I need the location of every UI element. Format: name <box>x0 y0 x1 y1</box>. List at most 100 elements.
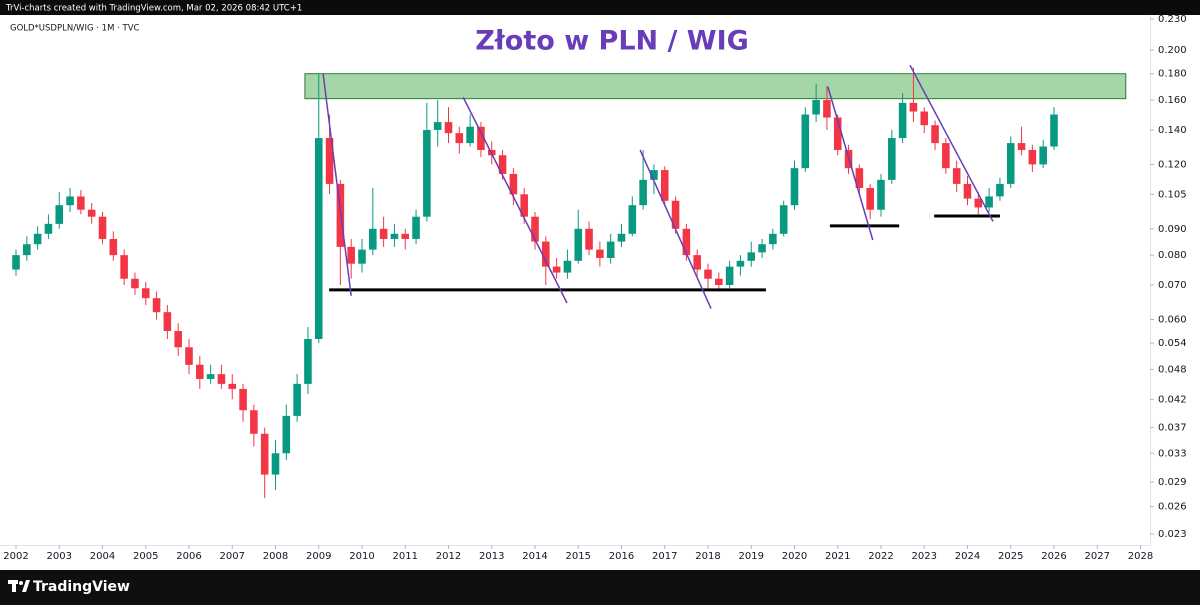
chart-title: Złoto w PLN / WIG <box>475 26 749 57</box>
y-tick-label: 0.029 <box>1158 477 1187 488</box>
candle-body <box>866 187 874 210</box>
x-tick-label: 2011 <box>393 551 418 562</box>
candle-body <box>379 228 388 239</box>
x-tick-label: 2009 <box>306 551 331 562</box>
footer-brand: TradingView <box>33 579 130 595</box>
candle-body <box>639 179 647 206</box>
y-tick-label: 0.037 <box>1158 423 1187 434</box>
y-tick-label: 0.200 <box>1158 45 1187 56</box>
candle-body <box>1050 114 1058 147</box>
x-tick-label: 2006 <box>176 551 201 562</box>
candle-body <box>931 125 939 144</box>
y-tick-label: 0.105 <box>1158 189 1187 200</box>
candle-body <box>952 168 961 184</box>
y-tick-label: 0.026 <box>1158 502 1187 513</box>
x-tick-label: 2016 <box>609 551 634 562</box>
candle-body <box>1028 149 1037 165</box>
candle-body <box>823 100 831 118</box>
candle-body <box>77 196 85 210</box>
x-tick-label: 2003 <box>47 551 72 562</box>
x-tick-label: 2002 <box>3 551 28 562</box>
x-tick-label: 2019 <box>739 551 764 562</box>
y-tick-label: 0.080 <box>1158 250 1187 261</box>
x-tick-label: 2005 <box>133 551 158 562</box>
candle-body <box>66 196 74 206</box>
candle-body <box>963 183 972 199</box>
candle-body <box>585 228 593 250</box>
y-tick-label: 0.042 <box>1158 394 1187 405</box>
candle-body <box>314 138 323 339</box>
candles <box>12 67 1058 499</box>
x-tick-label: 2014 <box>522 551 547 562</box>
y-tick-label: 0.160 <box>1158 95 1187 106</box>
zones <box>304 73 1127 100</box>
candle-body <box>131 278 139 289</box>
candle-body <box>985 196 993 208</box>
candle-body <box>477 126 485 150</box>
candle-body <box>509 173 518 195</box>
y-tick-label: 0.048 <box>1158 364 1187 375</box>
candle-body <box>542 241 550 267</box>
candle-body <box>596 249 604 258</box>
x-tick-label: 2023 <box>912 551 937 562</box>
logo-icon <box>8 580 30 592</box>
candle-body <box>660 170 669 201</box>
trend-line <box>639 149 712 309</box>
candle-body <box>98 216 107 239</box>
candle-body <box>228 383 237 389</box>
candle-body <box>282 415 291 454</box>
annotations <box>322 64 1000 309</box>
candle-body <box>833 117 842 150</box>
candle-body <box>12 255 20 270</box>
candle-body <box>747 252 756 261</box>
candle-body <box>682 228 691 256</box>
x-tick-label: 2024 <box>955 551 980 562</box>
candle-body <box>877 179 885 210</box>
footer-bar <box>0 570 1200 605</box>
x-tick-label: 2027 <box>1085 551 1110 562</box>
plot-area <box>0 15 1150 545</box>
header-bar <box>0 0 1200 15</box>
x-tick-label: 2010 <box>349 551 374 562</box>
candle-body <box>736 260 745 267</box>
candle-body <box>693 255 701 270</box>
candle-body <box>466 126 474 144</box>
y-tick-label: 0.054 <box>1158 338 1187 349</box>
candle-body <box>325 138 334 184</box>
header-text: TrVi-charts created with TradingView.com… <box>5 4 302 14</box>
candle-body <box>239 388 247 411</box>
x-tick-label: 2007 <box>220 551 245 562</box>
y-tick-label: 0.023 <box>1158 529 1187 540</box>
candle-body <box>888 138 896 180</box>
candle-body <box>271 453 280 475</box>
x-tick-label: 2017 <box>652 551 677 562</box>
x-tick-label: 2025 <box>998 551 1023 562</box>
x-tick-label: 2018 <box>695 551 720 562</box>
candle-body <box>87 209 96 217</box>
candle-body <box>671 200 680 229</box>
candle-body <box>109 238 118 256</box>
candle-body <box>455 133 464 144</box>
candle-body <box>574 228 583 261</box>
candle-body <box>715 278 723 286</box>
candle-body <box>1039 146 1047 165</box>
candle-body <box>563 260 572 273</box>
candle-body <box>423 129 431 217</box>
trend-line <box>462 96 568 304</box>
y-tick-label: 0.140 <box>1158 125 1187 136</box>
trend-line <box>827 86 874 241</box>
candle-body <box>185 347 193 365</box>
y-tick-label: 0.060 <box>1158 315 1187 326</box>
candle-body <box>358 249 366 264</box>
candle-body <box>1017 143 1026 150</box>
candle-body <box>55 205 64 224</box>
candle-body <box>401 233 410 239</box>
candle-body <box>260 433 269 475</box>
candle-body <box>120 255 128 279</box>
x-tick-label: 2022 <box>868 551 893 562</box>
symbol-label: GOLD*USDPLN/WIG · 1M · TVC <box>10 24 140 34</box>
candle-body <box>390 233 399 239</box>
candle-body <box>617 233 626 242</box>
